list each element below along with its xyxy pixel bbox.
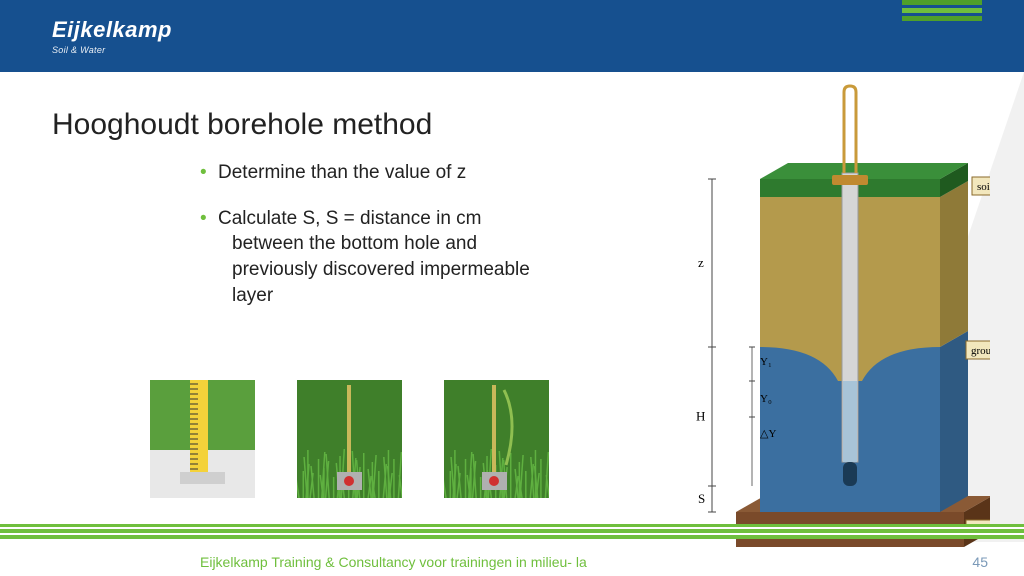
bullet-text: Calculate S, S = distance in cm xyxy=(218,208,482,229)
page-number: 45 xyxy=(972,554,988,570)
brand-logo: Eijkelkamp Soil & Water xyxy=(52,17,172,55)
logo-sub-text: Soil & Water xyxy=(52,45,172,55)
footer-text: Eijkelkamp Training & Consultancy voor t… xyxy=(200,554,587,570)
bullet-continuation: between the bottom hole and previously d… xyxy=(218,231,560,308)
svg-text:S: S xyxy=(698,491,705,506)
bullet-item: Determine than the value of z xyxy=(200,160,560,186)
footer-stripes xyxy=(0,524,1024,542)
svg-text:soil surface: soil surface xyxy=(977,181,990,193)
bullet-text: Determine than the value of z xyxy=(218,162,466,183)
svg-text:Y₀: Y₀ xyxy=(760,393,772,405)
slide-title: Hooghoudt borehole method xyxy=(52,108,432,142)
svg-text:△Y: △Y xyxy=(760,428,776,440)
photo-field-1 xyxy=(297,380,402,498)
header-stripes-icon xyxy=(902,0,982,24)
photo-ruler xyxy=(150,380,255,498)
svg-text:ground water level: ground water level xyxy=(971,345,990,357)
slide-header: Eijkelkamp Soil & Water xyxy=(0,0,1024,72)
bullet-list: Determine than the value of z Calculate … xyxy=(200,160,560,328)
photo-row xyxy=(150,380,549,498)
svg-text:z: z xyxy=(698,255,704,270)
logo-main-text: Eijkelkamp xyxy=(52,17,172,43)
svg-text:H: H xyxy=(696,409,705,424)
svg-text:Y₁: Y₁ xyxy=(760,356,772,368)
bullet-item: Calculate S, S = distance in cm between … xyxy=(200,206,560,309)
borehole-diagram: zHSY₁Y₀△Ysoil surfaceground water levelI… xyxy=(610,84,990,564)
photo-field-2 xyxy=(444,380,549,498)
